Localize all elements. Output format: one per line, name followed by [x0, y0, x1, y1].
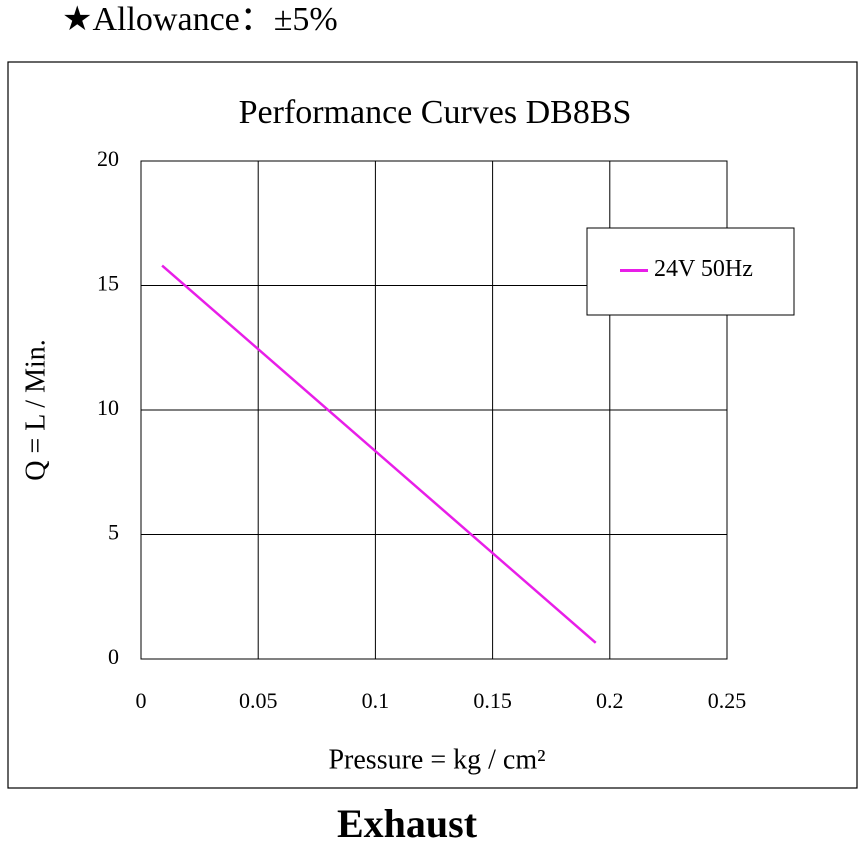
x-tick-label: 0.15 — [473, 688, 512, 713]
x-tick-label: 0.05 — [239, 688, 278, 713]
x-tick-label: 0.1 — [362, 688, 390, 713]
x-tick-label: 0 — [136, 688, 147, 713]
annotation: ★Allowance：±5% — [62, 1, 338, 38]
legend-label: 24V 50Hz — [654, 256, 753, 282]
x-axis-label: Pressure = kg / cm² — [328, 744, 545, 775]
y-axis-label: Q = L / Min. — [20, 339, 51, 481]
x-tick-label: 0.2 — [596, 688, 624, 713]
y-tick-label: 20 — [97, 146, 119, 171]
y-tick-label: 10 — [97, 395, 119, 420]
y-tick-label: 0 — [108, 644, 119, 669]
y-tick-label: 5 — [108, 520, 119, 545]
chart-frame — [7, 61, 858, 789]
chart-title: Performance Curves DB8BS — [239, 94, 632, 131]
data-line — [161, 264, 597, 644]
y-tick-label: 15 — [97, 271, 119, 296]
x-tick-label: 0.25 — [708, 688, 747, 713]
caption: Exhaust — [337, 801, 478, 846]
